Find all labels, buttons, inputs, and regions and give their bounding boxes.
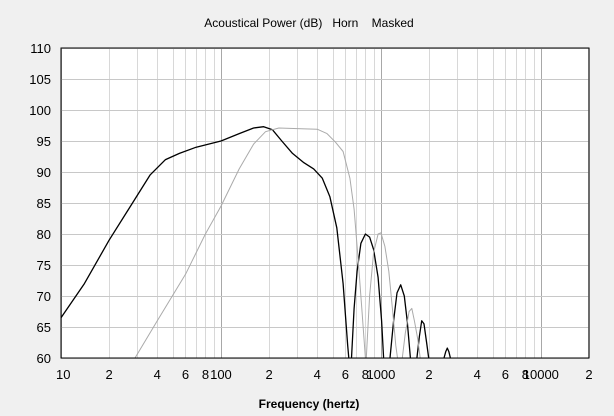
x-tick-label: 1000 bbox=[366, 367, 395, 382]
plot-border bbox=[60, 47, 590, 359]
x-tick-label: 4 bbox=[474, 367, 481, 382]
series-line-8 bbox=[401, 307, 421, 359]
x-tick-label: 2 bbox=[106, 367, 113, 382]
series-line-2 bbox=[350, 233, 385, 359]
y-tick-label: 85 bbox=[37, 196, 51, 211]
series-line-6 bbox=[134, 127, 366, 359]
x-tick-label: 10000 bbox=[523, 367, 559, 382]
y-tick-label: 105 bbox=[29, 72, 51, 87]
series-line-5 bbox=[443, 347, 452, 359]
plot-lines bbox=[60, 126, 452, 359]
x-tick-label: 8 bbox=[362, 367, 369, 382]
series-line-4 bbox=[416, 320, 430, 359]
y-tick-label: 75 bbox=[37, 258, 51, 273]
y-tick-label: 95 bbox=[37, 134, 51, 149]
y-tick-label: 100 bbox=[29, 103, 51, 118]
y-axis-tick-labels: 60 65 70 75 80 85 90 95 100 105 110 bbox=[29, 41, 51, 366]
x-axis-label: Frequency (hertz) bbox=[259, 397, 360, 411]
series-line-1 bbox=[60, 126, 350, 359]
x-tick-label: 2 bbox=[425, 367, 432, 382]
x-tick-label: 100 bbox=[210, 367, 232, 382]
x-tick-label: 4 bbox=[154, 367, 161, 382]
x-tick-label: 8 bbox=[522, 367, 529, 382]
chart-title: Acoustical Power (dB) Horn Masked bbox=[204, 16, 413, 30]
y-tick-label: 60 bbox=[37, 351, 51, 366]
y-tick-label: 70 bbox=[37, 289, 51, 304]
y-tick-label: 90 bbox=[37, 165, 51, 180]
x-tick-label: 2 bbox=[585, 367, 592, 382]
x-tick-label: 10 bbox=[56, 367, 70, 382]
y-tick-label: 110 bbox=[30, 41, 51, 56]
gridlines bbox=[61, 48, 590, 359]
y-tick-label: 80 bbox=[37, 227, 51, 242]
x-tick-label: 6 bbox=[182, 367, 189, 382]
x-tick-label: 6 bbox=[342, 367, 349, 382]
x-tick-label: 2 bbox=[265, 367, 272, 382]
x-tick-label: 4 bbox=[314, 367, 321, 382]
series-line-7 bbox=[365, 232, 398, 359]
y-tick-label: 65 bbox=[37, 320, 51, 335]
x-tick-label: 6 bbox=[502, 367, 509, 382]
x-tick-label: 8 bbox=[202, 367, 209, 382]
